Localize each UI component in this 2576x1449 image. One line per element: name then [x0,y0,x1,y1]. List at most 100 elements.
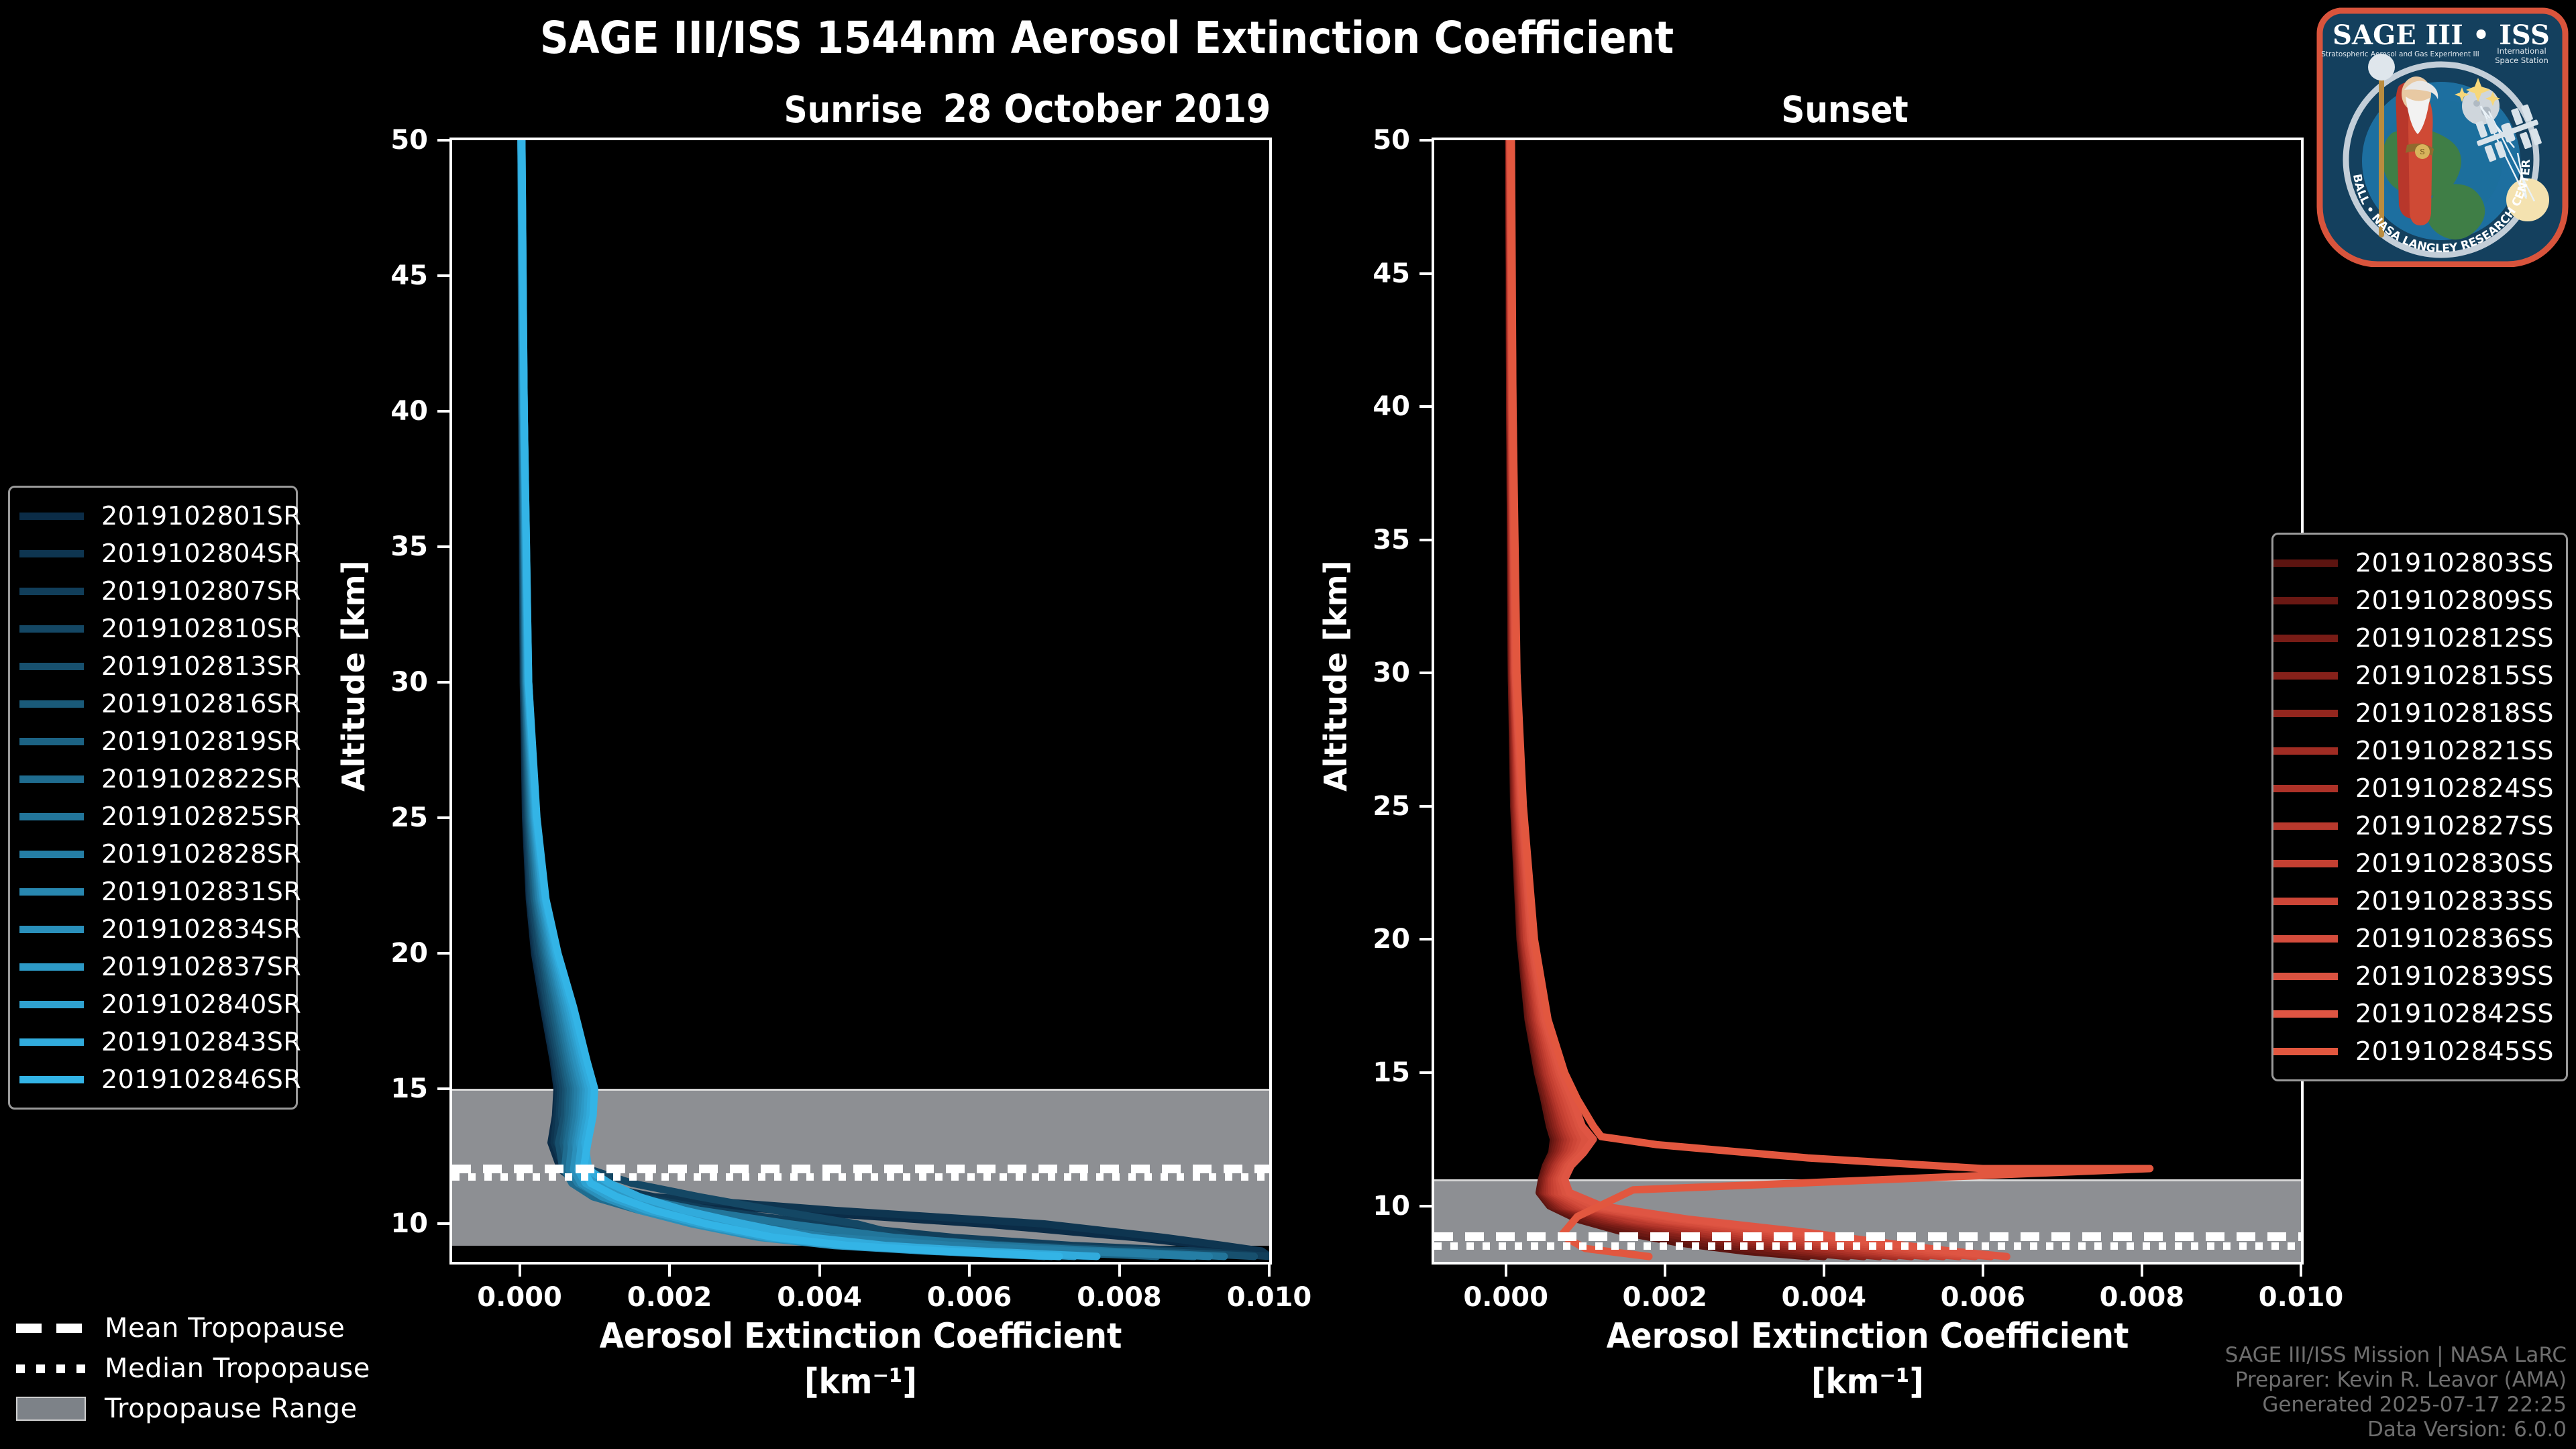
y-tick-mark [437,680,449,684]
trace-2019102807SR [517,140,1269,1260]
y-tick-mark [1419,1204,1432,1208]
y-tick-label: 30 [390,666,428,698]
tropopause-legend-item: Median Tropopause [16,1348,370,1389]
legend-color-swatch [2273,747,2338,755]
mean-tropopause-line [452,1164,1269,1173]
trace-2019102813SR [517,140,1258,1260]
legend-item[interactable]: 2019102843SR [19,1023,301,1061]
legend-color-swatch [2273,934,2338,943]
sunset-legend[interactable]: 2019102803SS 2019102809SS 2019102812SS 2019… [2271,533,2568,1081]
legend-item-label: 2019102825SR [101,802,302,831]
legend-item[interactable]: 2019102831SR [19,873,301,910]
legend-color-swatch [2273,1047,2338,1055]
x-tick-label: 0.008 [2099,1282,2185,1313]
trace-2019102822SR [517,140,1198,1260]
x-tick-label: 0.006 [1940,1282,2026,1313]
legend-item[interactable]: 2019102845SS [2273,1032,2554,1070]
x-tick-mark [518,1265,521,1277]
y-tick-label: 45 [390,260,428,291]
sunrise-traces [517,140,1269,1260]
legend-item[interactable]: 2019102842SS [2273,995,2554,1032]
legend-color-swatch [19,700,84,708]
y-tick-label: 20 [390,937,428,969]
legend-item-label: 2019102819SR [101,727,302,756]
legend-item-label: 2019102834SR [101,914,302,944]
credits-line: SAGE III/ISS Mission | NASA LaRC [2224,1343,2567,1367]
legend-item[interactable]: 2019102846SR [19,1061,301,1098]
legend-item[interactable]: 2019102828SR [19,835,301,873]
trace-2019102804SR [517,140,1269,1260]
mean-tropopause-line [1434,1232,2301,1242]
legend-color-swatch [19,775,84,783]
legend-item[interactable]: 2019102803SS [2273,544,2554,582]
legend-item[interactable]: 2019102840SR [19,985,301,1023]
credits-line: Generated 2025-07-17 22:25 [2262,1393,2567,1417]
tropopause-legend-item: Mean Tropopause [16,1308,370,1348]
legend-color-swatch [2273,709,2338,717]
legend-item[interactable]: 2019102839SS [2273,957,2554,995]
legend-item-label: 2019102842SS [2355,999,2554,1028]
legend-item[interactable]: 2019102833SS [2273,882,2554,920]
legend-item[interactable]: 2019102807SR [19,572,301,610]
legend-item[interactable]: 2019102818SS [2273,694,2554,732]
legend-item-label: 2019102813SR [101,651,302,681]
legend-item[interactable]: 2019102824SS [2273,769,2554,807]
trace-2019102816SR [517,140,1093,1260]
x-tick-mark [1118,1265,1121,1277]
y-tick-label: 30 [1373,657,1410,689]
legend-color-swatch [2273,972,2338,980]
legend-item[interactable]: 2019102815SS [2273,657,2554,694]
y-tick-mark [1419,1071,1432,1075]
x-tick-label: 0.010 [1226,1282,1312,1313]
legend-color-swatch [19,925,84,933]
legend-color-swatch [19,549,84,557]
trace-2019102831SR [517,140,1063,1260]
legend-item[interactable]: 2019102827SS [2273,807,2554,845]
legend-item[interactable]: 2019102801SR [19,497,301,535]
legend-item-label: 2019102818SS [2355,698,2554,728]
x-tick-mark [968,1265,971,1277]
y-tick-mark [1419,272,1432,275]
legend-color-swatch [2273,1010,2338,1018]
legend-item[interactable]: 2019102834SR [19,910,301,948]
trace-2019102828SR [517,140,1214,1260]
trace-2019102801SR [517,140,1269,1260]
trace-2019102845SS [1507,140,2154,1260]
legend-item[interactable]: 2019102804SR [19,535,301,572]
y-tick-mark [1419,672,1432,675]
svg-text:International: International [2497,46,2546,56]
legend-item[interactable]: 2019102809SS [2273,582,2554,619]
x-tick-label: 0.010 [2258,1282,2344,1313]
legend-item[interactable]: 2019102819SR [19,722,301,760]
tropopause-legend-label: Tropopause Range [105,1393,358,1424]
legend-item-label: 2019102828SR [101,839,302,869]
x-tick-mark [2140,1265,2143,1277]
legend-item-label: 2019102821SS [2355,736,2554,765]
sunrise-legend[interactable]: 2019102801SR 2019102804SR 2019102807SR 2019… [8,486,301,1110]
legend-color-swatch [19,737,84,745]
x-tick-mark [818,1265,821,1277]
legend-item[interactable]: 2019102812SS [2273,619,2554,657]
legend-item[interactable]: 2019102825SR [19,798,301,835]
legend-item[interactable]: 2019102813SR [19,647,301,685]
x-tick-mark [1663,1265,1666,1277]
credits-line: Preparer: Kevin R. Leavor (AMA) [2235,1368,2567,1392]
legend-item-label: 2019102804SR [101,539,302,568]
legend-item[interactable]: 2019102837SR [19,948,301,985]
legend-item-label: 2019102822SR [101,764,302,794]
legend-item[interactable]: 2019102810SR [19,610,301,647]
x-tick-mark [668,1265,672,1277]
legend-color-swatch [2273,634,2338,642]
legend-item[interactable]: 2019102830SS [2273,845,2554,882]
legend-item[interactable]: 2019102822SR [19,760,301,798]
legend-item[interactable]: 2019102821SS [2273,732,2554,769]
sage-iii-iss-mission-patch-logo: SAGE III • ISS Stratospheric Aerosol and… [2313,5,2569,268]
x-tick-mark [1504,1265,1507,1277]
y-tick-mark [437,1222,449,1226]
trace-2019102825SR [517,140,1228,1260]
legend-item[interactable]: 2019102816SR [19,685,301,722]
legend-item[interactable]: 2019102836SS [2273,920,2554,957]
sunset-x-axis-label: Aerosol Extinction Coefficient [1606,1316,2129,1356]
sunset-x-axis-unit: [km⁻¹] [1811,1362,1924,1402]
x-tick-label: 0.000 [477,1282,562,1313]
